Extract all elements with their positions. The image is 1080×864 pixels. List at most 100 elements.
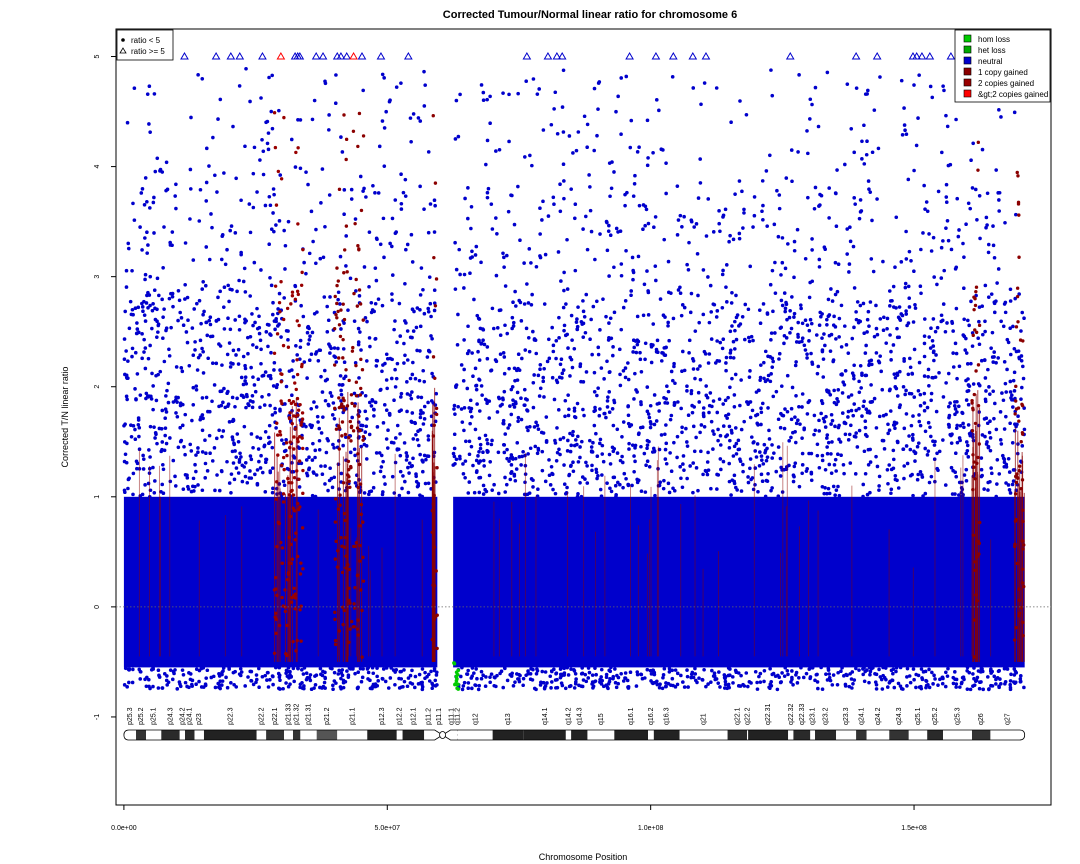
band-12 — [300, 730, 317, 740]
data-point-1440 — [152, 425, 156, 429]
data-point-2635 — [602, 377, 606, 381]
data-point-981 — [255, 468, 260, 472]
data-point-4069 — [787, 315, 792, 320]
data-point-714 — [979, 358, 984, 363]
data-point-2447 — [868, 490, 872, 495]
data-point-2117 — [1002, 427, 1007, 431]
band-label-23: q13 — [505, 713, 512, 725]
data-point-2316 — [760, 401, 765, 406]
data-point-4067 — [559, 681, 564, 685]
data-point-3062 — [428, 202, 433, 206]
data-point-816 — [904, 412, 909, 416]
data-point-3631 — [696, 390, 701, 395]
data-point-611 — [922, 354, 927, 359]
gain-point-1-127 — [333, 406, 337, 411]
data-point-3789 — [854, 408, 858, 413]
data-point-2997 — [889, 487, 894, 492]
data-point-1339 — [229, 472, 234, 476]
data-point-973 — [612, 310, 617, 315]
data-point-1654 — [949, 441, 954, 445]
data-point-1810 — [274, 223, 278, 227]
data-point-2972 — [626, 413, 631, 418]
data-point-3148 — [235, 396, 239, 401]
data-point-3188 — [546, 214, 551, 218]
data-point-3120 — [495, 231, 499, 236]
data-point-1228 — [645, 459, 650, 464]
data-point-1363 — [855, 300, 860, 304]
data-point-1985 — [210, 225, 214, 230]
data-point-1004 — [865, 139, 869, 144]
data-point-4072 — [304, 271, 308, 276]
data-point-2404 — [298, 357, 302, 361]
data-point-3673 — [501, 685, 506, 690]
data-point-2835 — [737, 447, 742, 452]
data-point-865 — [854, 666, 858, 671]
data-point-369 — [843, 432, 848, 437]
data-point-3596 — [142, 202, 147, 207]
data-point-755 — [983, 434, 987, 439]
data-point-1176 — [707, 410, 711, 415]
data-point-1300 — [847, 432, 852, 437]
data-point-15 — [222, 386, 226, 391]
gain-point-1-138 — [358, 302, 363, 306]
data-point-628 — [679, 673, 683, 678]
data-point-1874 — [966, 423, 971, 427]
data-point-1649 — [771, 359, 775, 364]
data-point-3439 — [378, 469, 383, 474]
data-point-1375 — [692, 405, 696, 409]
data-point-2926 — [143, 277, 147, 282]
data-point-2660 — [522, 302, 527, 306]
data-point-574 — [514, 467, 519, 471]
data-point-556 — [308, 678, 313, 683]
data-point-2923 — [1008, 685, 1013, 690]
data-point-101 — [872, 108, 877, 112]
data-point-3113 — [803, 318, 808, 323]
data-point-1679 — [1005, 367, 1009, 372]
data-point-2214 — [196, 73, 200, 77]
data-point-407 — [793, 363, 798, 368]
data-point-1799 — [356, 326, 361, 331]
data-point-1547 — [639, 370, 644, 374]
data-point-1512 — [634, 350, 639, 355]
data-point-2569 — [1010, 398, 1014, 402]
data-point-1578 — [827, 675, 832, 680]
data-point-3420 — [479, 341, 484, 346]
data-point-3060 — [289, 137, 294, 142]
data-point-3210 — [282, 296, 286, 300]
data-point-2914 — [397, 676, 401, 681]
gain-point-4-14 — [1018, 338, 1023, 342]
data-point-803 — [645, 446, 649, 451]
data-point-146 — [957, 364, 962, 369]
data-point-882 — [649, 672, 654, 676]
data-point-4088 — [567, 134, 572, 138]
data-point-2907 — [725, 300, 729, 304]
data-point-3916 — [845, 252, 849, 256]
data-point-353 — [250, 405, 255, 410]
data-point-2944 — [983, 399, 988, 404]
data-point-668 — [177, 298, 182, 303]
data-point-2303 — [822, 332, 826, 336]
data-point-3015 — [253, 389, 258, 394]
data-point-2072 — [502, 255, 506, 260]
data-point-2636 — [418, 412, 423, 416]
data-point-1791 — [955, 440, 960, 445]
data-point-1281 — [405, 329, 410, 333]
data-point-1691 — [181, 672, 186, 677]
data-point-506 — [238, 666, 243, 671]
data-point-605 — [422, 379, 427, 384]
data-point-447 — [706, 361, 711, 365]
data-point-2966 — [542, 366, 546, 371]
band-36 — [793, 730, 811, 740]
data-point-1434 — [636, 254, 641, 259]
data-point-1765 — [420, 667, 425, 671]
data-point-3553 — [616, 681, 621, 686]
gain-point-1-144 — [333, 294, 337, 299]
data-point-1784 — [373, 400, 378, 405]
gain-point-1-97 — [360, 367, 365, 372]
data-point-583 — [611, 423, 616, 428]
gain-point-0-4 — [280, 561, 285, 565]
data-point-2713 — [958, 438, 962, 443]
data-point-1656 — [632, 469, 636, 474]
data-point-2487 — [510, 315, 515, 320]
capped-triangle-17 — [342, 52, 352, 60]
